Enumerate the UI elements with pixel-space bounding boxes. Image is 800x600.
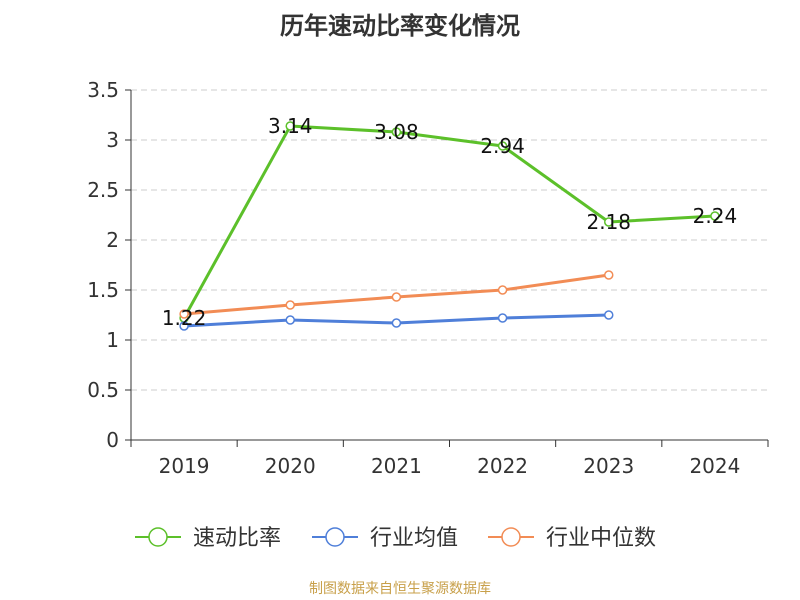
legend-marker <box>501 527 521 547</box>
data-label: 2.18 <box>586 210 631 234</box>
data-point <box>604 217 614 227</box>
legend: 速动比率 行业均值 行业中位数 <box>135 526 656 551</box>
y-tick-label: 1 <box>106 328 119 352</box>
data-point <box>179 309 189 319</box>
data-point <box>391 318 402 328</box>
legend-marker <box>148 527 168 547</box>
data-label: 3.08 <box>374 120 419 144</box>
y-tick-label: 2.5 <box>87 178 119 202</box>
legend-item: 行业均值 <box>312 526 458 551</box>
y-tick-label: 3 <box>106 128 119 152</box>
data-label: 2.24 <box>693 204 738 228</box>
y-tick-label: 1.5 <box>87 278 119 302</box>
x-tick-label: 2023 <box>583 454 634 478</box>
y-tick-label: 0 <box>106 428 119 452</box>
grid-lines <box>131 89 768 391</box>
data-point <box>604 310 614 320</box>
y-tick-label: 3.5 <box>87 78 119 102</box>
source-note: 制图数据来自恒生聚源数据库 <box>309 581 491 597</box>
x-tick-label: 2019 <box>159 454 210 478</box>
data-point <box>710 211 720 221</box>
series <box>179 121 720 331</box>
data-point <box>497 313 508 323</box>
data-point <box>604 270 614 280</box>
y-tick-label: 2 <box>106 228 119 252</box>
data-label: 1.22 <box>162 306 207 330</box>
axes: 0 0.5 1 1.5 2 2.5 3 3.5 2019 2020 2021 2022 2023 2024 <box>87 78 769 478</box>
y-tick-label: 0.5 <box>87 378 119 402</box>
legend-label: 行业中位数 <box>546 526 656 551</box>
x-tick-label: 2022 <box>477 454 528 478</box>
data-labels: 1.22 3.14 3.08 2.94 2.18 2.24 <box>162 114 737 330</box>
series-line <box>182 124 716 319</box>
legend-item: 速动比率 <box>135 526 281 551</box>
data-point <box>497 285 508 295</box>
data-point <box>285 121 295 131</box>
data-point <box>391 292 402 302</box>
data-label: 2.94 <box>480 134 525 158</box>
legend-item: 行业中位数 <box>488 526 656 551</box>
x-tick-label: 2024 <box>689 454 740 478</box>
x-tick-label: 2021 <box>371 454 422 478</box>
legend-label: 速动比率 <box>193 526 281 551</box>
data-label: 3.14 <box>268 114 313 138</box>
data-point <box>391 127 402 137</box>
legend-label: 行业均值 <box>370 526 458 551</box>
data-point <box>497 141 508 151</box>
x-tick-label: 2020 <box>265 454 316 478</box>
chart-title: 历年速动比率变化情况 <box>280 12 520 40</box>
data-point <box>285 315 295 325</box>
legend-marker <box>325 527 345 547</box>
data-point <box>285 300 295 310</box>
data-point <box>179 321 189 331</box>
